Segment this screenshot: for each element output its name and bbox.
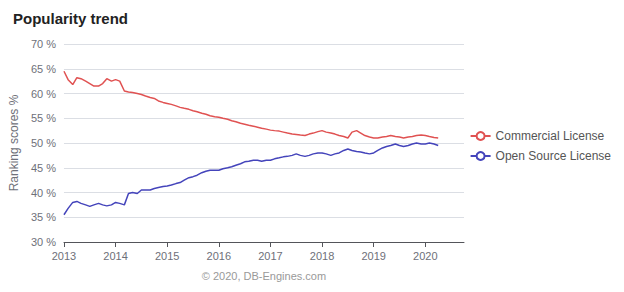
- svg-text:60 %: 60 %: [31, 88, 56, 100]
- svg-text:70 %: 70 %: [31, 38, 56, 50]
- svg-text:Ranking scores %: Ranking scores %: [7, 94, 21, 191]
- svg-text:2020: 2020: [413, 250, 437, 262]
- svg-text:55 %: 55 %: [31, 112, 56, 124]
- svg-text:2017: 2017: [258, 250, 282, 262]
- svg-text:2018: 2018: [310, 250, 334, 262]
- svg-text:40 %: 40 %: [31, 187, 56, 199]
- svg-text:© 2020, DB-Engines.com: © 2020, DB-Engines.com: [202, 270, 326, 282]
- svg-text:65 %: 65 %: [31, 63, 56, 75]
- svg-text:2019: 2019: [361, 250, 385, 262]
- svg-text:45 %: 45 %: [31, 162, 56, 174]
- svg-text:35 %: 35 %: [31, 211, 56, 223]
- svg-text:30 %: 30 %: [31, 236, 56, 248]
- svg-text:2014: 2014: [103, 250, 127, 262]
- svg-text:Popularity trend: Popularity trend: [13, 10, 128, 27]
- svg-text:Open Source License: Open Source License: [496, 149, 612, 163]
- svg-text:2013: 2013: [52, 250, 76, 262]
- svg-text:2015: 2015: [155, 250, 179, 262]
- svg-text:Commercial License: Commercial License: [496, 129, 605, 143]
- svg-text:50 %: 50 %: [31, 137, 56, 149]
- svg-text:2016: 2016: [207, 250, 231, 262]
